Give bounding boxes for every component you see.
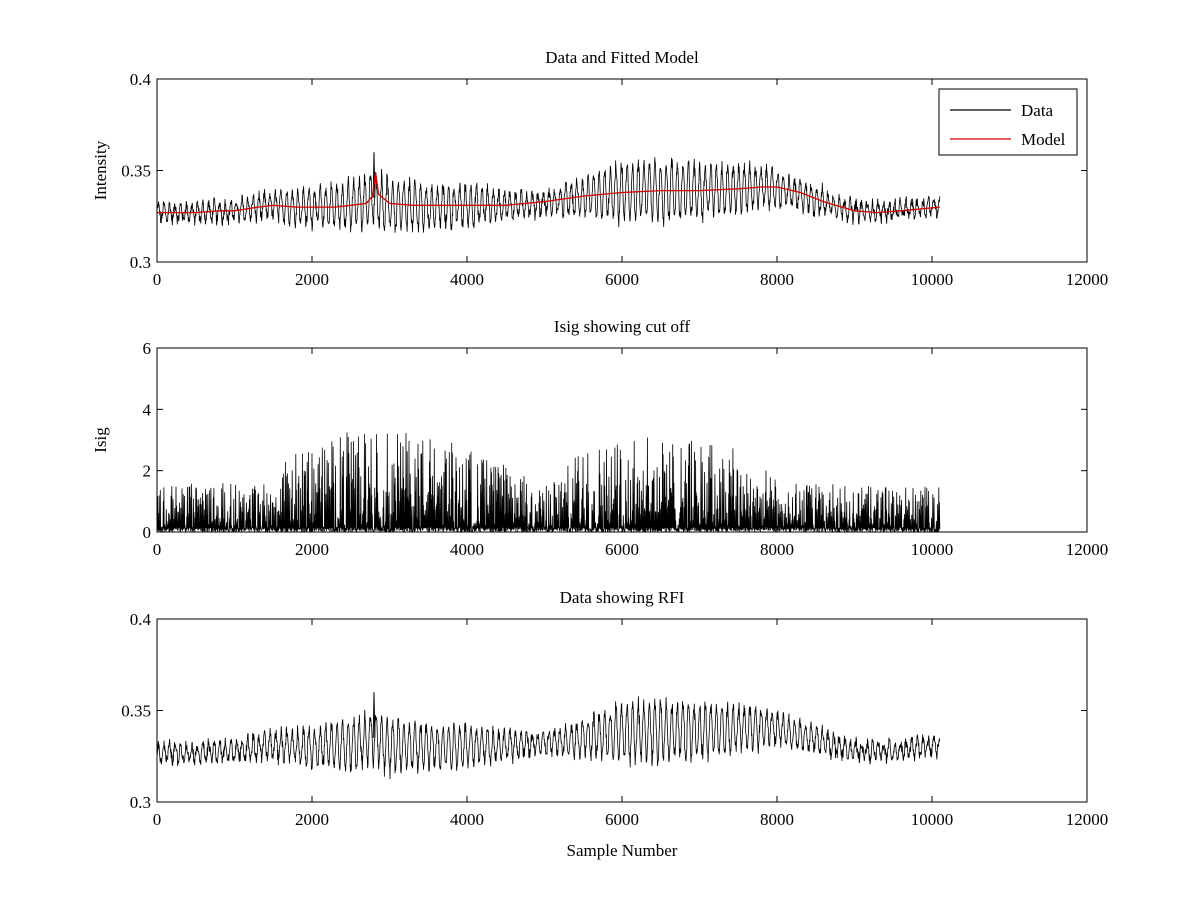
plot-area — [157, 432, 941, 532]
x-tick-label: 4000 — [450, 810, 484, 829]
x-tick-label: 8000 — [760, 540, 794, 559]
legend-box — [938, 88, 1078, 156]
x-tick-label: 8000 — [760, 810, 794, 829]
legend-label-model: Model — [1021, 130, 1066, 149]
y-tick-label: 0 — [143, 523, 152, 542]
chart-panel-1: 0 2000 4000 6000 8000 10000 12000 0.3 0.35 0.4 Dat… — [91, 48, 1108, 289]
plot-area — [157, 152, 941, 233]
chart-panel-3: 0 2000 4000 6000 8000 10000 12000 0.3 0.35 0.4 Dat… — [121, 588, 1108, 860]
x-tick-label: 0 — [153, 810, 162, 829]
y-tick-label: 0.35 — [121, 162, 151, 181]
x-tick-label: 0 — [153, 540, 162, 559]
x-tick-label: 6000 — [605, 540, 639, 559]
spike-1 — [372, 692, 376, 738]
chart-panel-2: 0 2000 4000 6000 8000 10000 12000 0 2 4 6 Isig show… — [91, 317, 1108, 559]
series-line-1 — [157, 696, 941, 780]
x-tick-label: 6000 — [605, 810, 639, 829]
x-tick-label: 2000 — [295, 540, 329, 559]
series-line-model — [157, 172, 940, 214]
x-tick-label: 12000 — [1066, 540, 1109, 559]
chart-title: Data showing RFI — [560, 588, 685, 607]
x-axis-label: Sample Number — [567, 841, 678, 860]
y-tick-label: 0.3 — [130, 793, 151, 812]
x-tick-label: 2000 — [295, 270, 329, 289]
legend-label-data: Data — [1021, 101, 1054, 120]
chart-title: Data and Fitted Model — [545, 48, 699, 67]
x-tick-label: 8000 — [760, 270, 794, 289]
x-tick-label: 12000 — [1066, 270, 1109, 289]
x-tick-label: 4000 — [450, 270, 484, 289]
x-tick-label: 10000 — [911, 540, 954, 559]
y-axis-label: Intensity — [91, 140, 110, 200]
y-tick-label: 0.3 — [130, 253, 151, 272]
series-line-data — [157, 157, 941, 233]
chart-title: Isig showing cut off — [554, 317, 690, 336]
x-tick-label: 2000 — [295, 810, 329, 829]
x-tick-label: 10000 — [911, 810, 954, 829]
x-tick-label: 12000 — [1066, 810, 1109, 829]
y-tick-label: 0.4 — [130, 70, 152, 89]
y-tick-label: 6 — [143, 339, 152, 358]
y-axis-label: Isig — [91, 427, 110, 453]
series-line-isig — [157, 432, 941, 532]
plot-area — [157, 692, 941, 780]
y-tick-label: 0.35 — [121, 702, 151, 721]
y-tick-label: 2 — [143, 462, 152, 481]
y-tick-label: 0.4 — [130, 610, 152, 629]
x-tick-label: 6000 — [605, 270, 639, 289]
y-tick-label: 4 — [143, 400, 152, 419]
x-tick-label: 4000 — [450, 540, 484, 559]
x-tick-label: 0 — [153, 270, 162, 289]
x-tick-label: 10000 — [911, 270, 954, 289]
legend: Data Model — [938, 88, 1078, 156]
